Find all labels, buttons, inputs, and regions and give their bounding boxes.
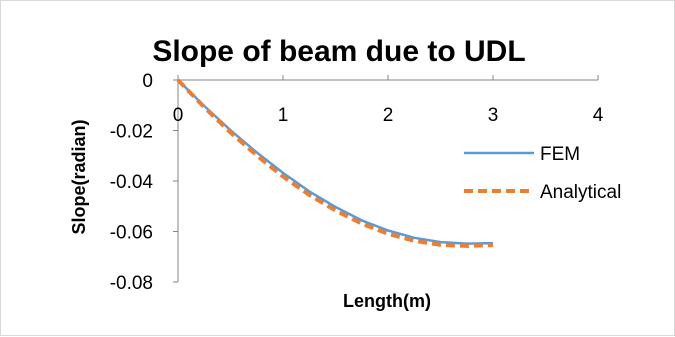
x-tick-label: 2 — [383, 105, 394, 126]
series-line-analytical — [176, 78, 494, 248]
series-layer — [176, 78, 494, 248]
legend: FEM Analytical — [464, 144, 621, 203]
y-tick-label: -0.06 — [110, 223, 153, 244]
y-tick-label: -0.08 — [110, 273, 153, 294]
legend-label-analytical: Analytical — [540, 182, 621, 203]
y-tick-label: -0.02 — [110, 122, 153, 143]
chart-title: Slope of beam due to UDL — [152, 35, 525, 68]
x-tick-label: 4 — [593, 105, 604, 126]
x-axis-label: Length(m) — [343, 291, 431, 311]
x-tick-label: 0 — [173, 105, 184, 126]
x-tick-label: 3 — [488, 105, 499, 126]
y-tick-label: -0.04 — [110, 172, 154, 193]
series-line-fem — [177, 79, 494, 245]
axes: 0 1 2 3 4 0 -0.02 -0.04 -0.06 -0.08 — [110, 71, 604, 294]
x-tick-label: 1 — [278, 105, 289, 126]
legend-label-fem: FEM — [540, 144, 580, 165]
y-axis-label: Slope(radian) — [69, 119, 89, 234]
y-tick-label: 0 — [142, 71, 153, 92]
